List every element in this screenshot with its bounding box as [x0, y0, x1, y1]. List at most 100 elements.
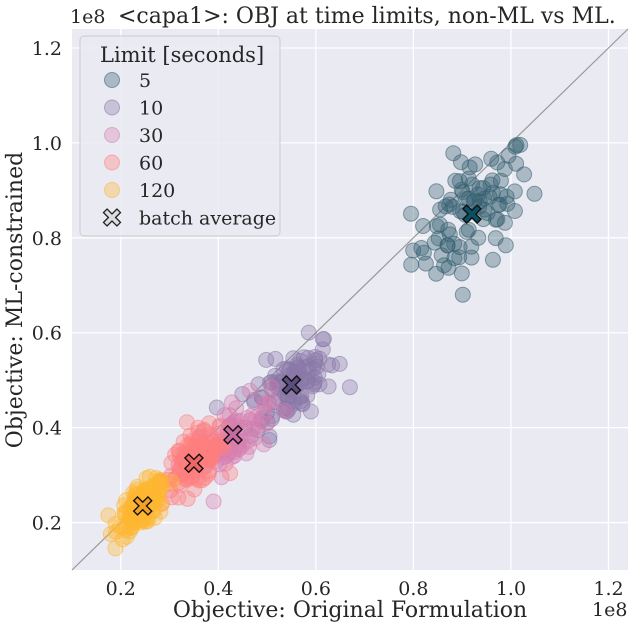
x-tick-labels: 0.2 0.4 0.6 0.8 1.0 1.2: [106, 578, 624, 600]
data-point-5s: [441, 196, 458, 213]
data-point-5s: [403, 256, 420, 273]
data-point-5s: [484, 172, 501, 189]
data-point-5s: [460, 221, 477, 238]
y-tick-label: 1.0: [32, 133, 62, 155]
x-tick-label: 0.6: [301, 578, 331, 600]
data-point-5s: [484, 251, 501, 268]
data-point-60s: [182, 427, 199, 444]
batch-average-marker-120s: [132, 495, 153, 516]
y-tick-label: 0.4: [32, 418, 62, 440]
legend-label-batch-average: batch average: [139, 208, 276, 230]
batch-averages-layer: [132, 204, 482, 516]
data-point-10s: [331, 355, 348, 372]
data-point-5s: [454, 286, 471, 303]
y-tick-label: 0.6: [32, 323, 62, 345]
data-point-5s: [508, 137, 525, 154]
data-point-10s: [299, 387, 316, 404]
data-point-120s: [152, 481, 168, 498]
legend-marker-batch-average: [102, 208, 122, 227]
legend-marker-30s: [104, 127, 120, 143]
data-point-5s: [453, 265, 470, 282]
legend-marker-10s: [104, 99, 120, 116]
legend-label-30s: 30: [139, 125, 163, 147]
data-point-10s: [289, 358, 306, 375]
data-point-30s: [263, 379, 280, 396]
legend: Limit [seconds] 5 10 30 60 120 batch average: [79, 35, 281, 237]
data-point-10s: [306, 369, 323, 386]
data-point-5s: [447, 172, 464, 189]
y-tick-label: 0.8: [32, 228, 62, 250]
legend-title: Limit [seconds]: [100, 43, 264, 67]
data-point-60s: [222, 465, 239, 482]
x-tick-label: 1.0: [496, 578, 526, 600]
batch-average-marker-5s: [461, 204, 482, 225]
data-point-30s: [217, 455, 234, 472]
data-point-5s: [445, 145, 462, 162]
legend-label-10s: 10: [139, 98, 163, 120]
data-point-10s: [341, 379, 358, 396]
data-point-5s: [432, 201, 449, 218]
data-point-5s: [487, 211, 504, 228]
data-point-5s: [516, 166, 533, 183]
data-point-10s: [320, 356, 337, 373]
y-tick-labels: 0.2 0.4 0.6 0.8 1.0 1.2: [32, 38, 62, 535]
y-tick-label: 0.2: [32, 513, 62, 535]
data-point-5s: [451, 249, 468, 266]
points-layer: [100, 136, 543, 557]
data-point-10s: [258, 351, 275, 368]
data-point-5s: [479, 205, 496, 222]
data-point-5s: [428, 183, 445, 200]
x-tick-label: 0.2: [106, 578, 136, 600]
data-point-5s: [417, 255, 434, 272]
legend-label-5s: 5: [139, 70, 151, 92]
data-point-30s: [240, 438, 257, 455]
legend-items: 5 10 30 60 120 batch average: [102, 70, 276, 230]
data-point-5s: [463, 249, 480, 266]
legend-frame: [79, 35, 281, 237]
data-point-10s: [320, 378, 337, 395]
data-point-10s: [314, 331, 331, 348]
data-point-60s: [202, 447, 219, 464]
y-tick-label: 1.2: [32, 38, 62, 60]
data-point-30s: [226, 447, 243, 464]
data-point-5s: [413, 240, 430, 256]
x-axis-label: Objective: Original Formulation: [173, 598, 527, 623]
x-tick-label: 0.4: [203, 578, 233, 600]
grid: [72, 29, 628, 570]
chart-title: <capa1>: OBJ at time limits, non-ML vs M…: [118, 4, 616, 29]
data-point-60s: [178, 414, 195, 431]
y-axis-label: Objective: ML-constrained: [3, 152, 28, 448]
data-point-5s: [526, 185, 543, 202]
data-point-5s: [508, 155, 525, 172]
data-point-5s: [461, 159, 478, 176]
data-point-5s: [436, 257, 453, 274]
x-tick-label: 0.8: [398, 578, 428, 600]
data-point-60s: [170, 442, 187, 459]
data-point-5s: [430, 230, 447, 247]
data-point-30s: [242, 412, 259, 429]
data-point-5s: [439, 237, 456, 254]
data-point-5s: [492, 186, 509, 203]
data-point-30s: [205, 493, 222, 510]
batch-average-marker-60s: [183, 453, 204, 474]
data-point-5s: [403, 205, 419, 222]
data-point-5s: [512, 136, 529, 153]
data-point-120s: [117, 521, 134, 538]
data-point-5s: [433, 247, 450, 264]
data-point-5s: [492, 172, 509, 189]
data-point-10s: [295, 349, 312, 366]
batch-average-marker-30s: [222, 424, 243, 445]
legend-label-120s: 120: [139, 180, 175, 202]
legend-marker-120s: [104, 182, 120, 198]
y-exponent-label: 1e8: [70, 6, 105, 28]
x-exponent-label: 1e8: [592, 599, 627, 621]
legend-marker-5s: [104, 72, 120, 88]
data-point-120s: [141, 468, 158, 485]
data-point-5s: [415, 218, 432, 234]
data-point-10s: [300, 324, 317, 341]
legend-label-60s: 60: [139, 153, 163, 175]
data-point-30s: [216, 407, 233, 424]
data-point-5s: [487, 230, 504, 247]
x-tick-label: 1.2: [593, 578, 623, 600]
